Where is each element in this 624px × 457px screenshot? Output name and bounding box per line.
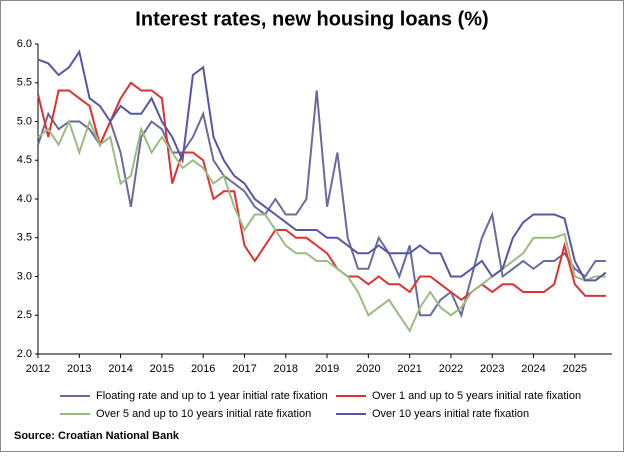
legend-label: Over 1 and up to 5 years initial rate fi… xyxy=(372,390,581,402)
chart-title: Interest rates, new housing loans (%) xyxy=(135,8,488,30)
y-tick-label: 6.0 xyxy=(17,38,32,50)
legend-label: Over 5 and up to 10 years initial rate f… xyxy=(96,408,311,420)
series-line xyxy=(37,118,606,333)
y-tick-label: 5.5 xyxy=(17,77,32,89)
y-tick-label: 2.5 xyxy=(17,309,32,321)
x-tick-label: 2014 xyxy=(108,363,132,375)
y-tick-label: 5.0 xyxy=(17,115,32,127)
x-tick-label: 2024 xyxy=(521,363,545,375)
x-tick-label: 2020 xyxy=(356,363,380,375)
x-tick-label: 2013 xyxy=(67,363,91,375)
x-tick-label: 2017 xyxy=(232,363,256,375)
y-tick-label: 2.0 xyxy=(17,348,32,360)
y-tick-label: 4.5 xyxy=(17,154,32,166)
series-line xyxy=(37,49,607,282)
legend-label: Floating rate and up to 1 year initial r… xyxy=(96,390,328,402)
legend-label: Over 10 years initial rate fixation xyxy=(372,408,529,420)
x-tick-label: 2019 xyxy=(315,363,339,375)
y-tick-label: 3.0 xyxy=(17,270,32,282)
x-tick-label: 2012 xyxy=(26,363,50,375)
x-tick-label: 2023 xyxy=(480,363,504,375)
x-tick-label: 2022 xyxy=(439,363,463,375)
x-tick-label: 2025 xyxy=(563,363,587,375)
source: Source: Croatian National Bank xyxy=(14,430,180,442)
x-tick-label: 2018 xyxy=(274,363,298,375)
series-line xyxy=(37,90,606,319)
y-tick-label: 3.5 xyxy=(17,232,32,244)
y-tick-label: 4.0 xyxy=(17,193,32,205)
series-line xyxy=(37,81,606,302)
x-tick-label: 2016 xyxy=(191,363,215,375)
x-tick-label: 2015 xyxy=(150,363,174,375)
x-tick-label: 2021 xyxy=(397,363,421,375)
